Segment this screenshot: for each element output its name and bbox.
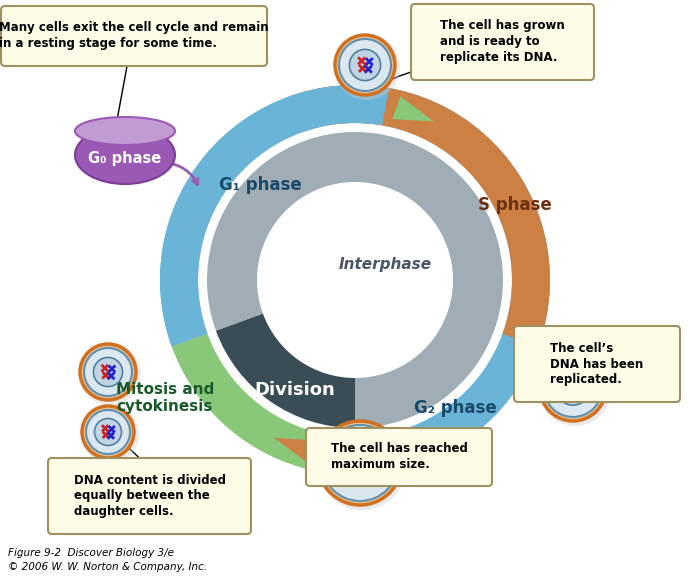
FancyBboxPatch shape: [1, 6, 267, 66]
Text: G₀ phase: G₀ phase: [88, 151, 162, 165]
Circle shape: [84, 348, 132, 396]
Text: Many cells exit the cell cycle and remain
in a resting stage for some time.: Many cells exit the cell cycle and remai…: [0, 22, 269, 50]
FancyBboxPatch shape: [48, 458, 251, 534]
Circle shape: [318, 421, 402, 505]
FancyBboxPatch shape: [514, 326, 680, 402]
Circle shape: [540, 355, 606, 421]
FancyBboxPatch shape: [411, 4, 594, 80]
Text: The cell has reached
maximum size.: The cell has reached maximum size.: [330, 443, 468, 471]
Text: Interphase: Interphase: [338, 258, 432, 273]
Text: © 2006 W. W. Norton & Company, Inc.: © 2006 W. W. Norton & Company, Inc.: [8, 562, 207, 572]
Text: Mitosis and
cytokinesis: Mitosis and cytokinesis: [116, 382, 214, 414]
Ellipse shape: [75, 117, 175, 145]
Wedge shape: [288, 85, 550, 347]
FancyBboxPatch shape: [306, 428, 492, 486]
Text: G₂ phase: G₂ phase: [414, 399, 496, 417]
Wedge shape: [172, 333, 421, 475]
Circle shape: [317, 420, 407, 510]
Text: Daughter
cells: Daughter cells: [110, 471, 190, 503]
Circle shape: [86, 410, 130, 454]
Circle shape: [544, 359, 602, 417]
Polygon shape: [392, 96, 434, 121]
Circle shape: [339, 39, 391, 91]
Circle shape: [94, 419, 122, 446]
Circle shape: [335, 35, 395, 95]
Circle shape: [93, 357, 122, 387]
Wedge shape: [216, 314, 355, 428]
Circle shape: [539, 354, 611, 426]
Polygon shape: [169, 199, 197, 245]
Circle shape: [79, 343, 141, 405]
Text: S phase: S phase: [478, 196, 552, 214]
Text: Figure 9-2  Discover Biology 3/e: Figure 9-2 Discover Biology 3/e: [8, 548, 174, 558]
Text: G₁ phase: G₁ phase: [218, 176, 302, 194]
Circle shape: [80, 344, 136, 400]
Circle shape: [82, 406, 134, 458]
Circle shape: [338, 441, 382, 485]
Circle shape: [322, 425, 398, 501]
Wedge shape: [207, 132, 503, 428]
Circle shape: [334, 34, 400, 100]
Circle shape: [349, 50, 381, 81]
Text: The cell has grown
and is ready to
replicate its DNA.: The cell has grown and is ready to repli…: [440, 19, 565, 64]
Text: DNA content is divided
equally between the
daughter cells.: DNA content is divided equally between t…: [74, 474, 225, 519]
Ellipse shape: [75, 126, 175, 184]
Wedge shape: [160, 85, 550, 463]
Polygon shape: [274, 438, 320, 465]
Wedge shape: [160, 85, 389, 347]
Polygon shape: [174, 201, 198, 244]
Circle shape: [81, 405, 139, 463]
Text: The cell’s
DNA has been
replicated.: The cell’s DNA has been replicated.: [550, 342, 643, 387]
Circle shape: [556, 371, 590, 405]
Text: Division: Division: [255, 381, 335, 399]
